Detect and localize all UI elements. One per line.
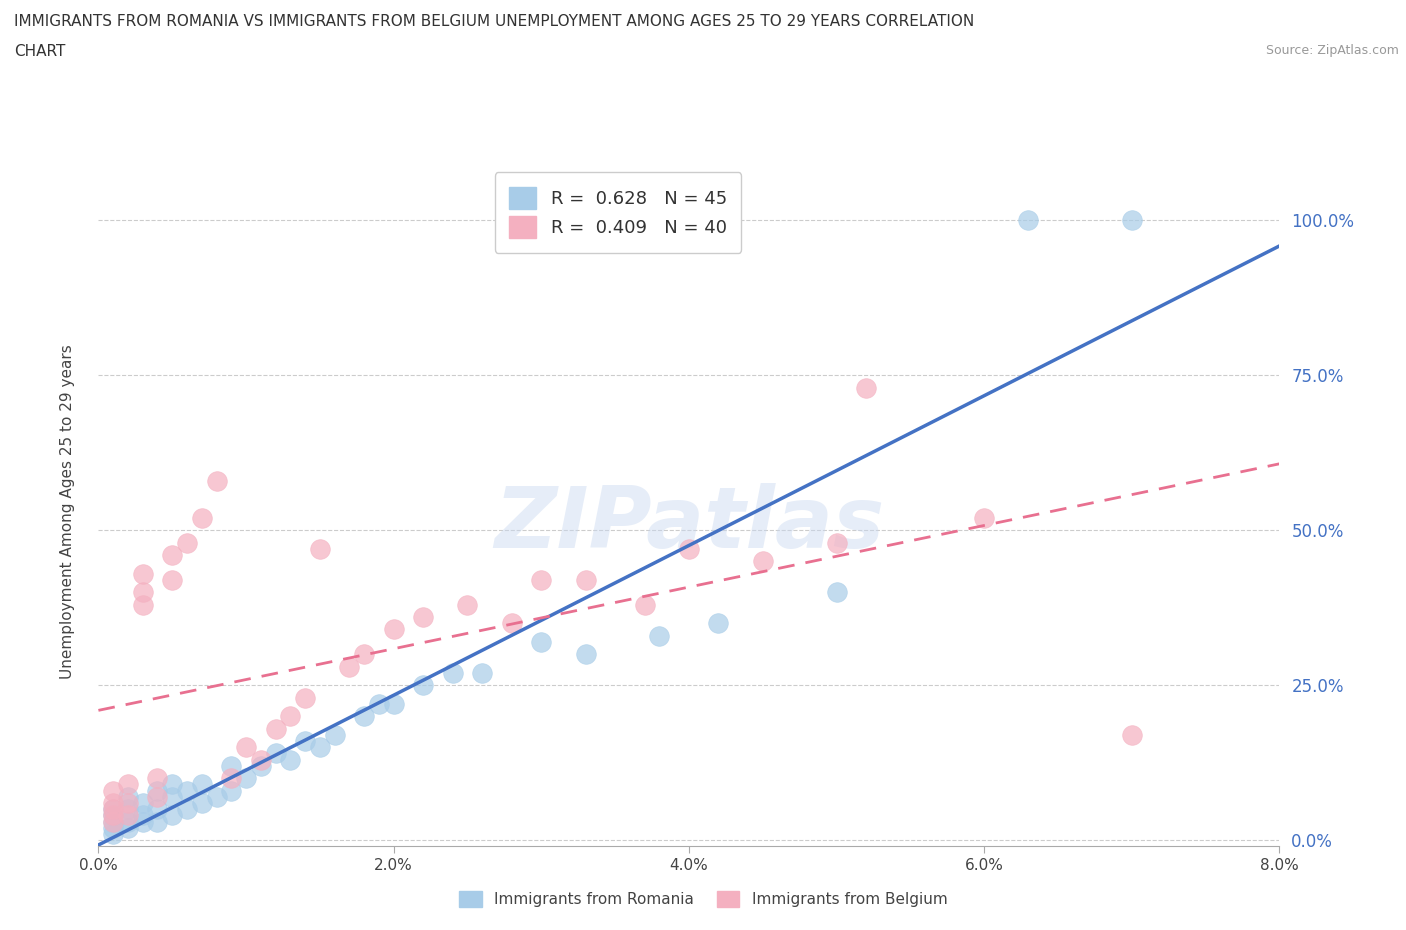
Point: [117, 795, 139, 810]
Point: [382, 697, 405, 711]
Point: [117, 802, 139, 817]
Point: [530, 572, 553, 587]
Point: [219, 783, 242, 798]
Point: [382, 622, 405, 637]
Point: [117, 808, 139, 823]
Text: IMMIGRANTS FROM ROMANIA VS IMMIGRANTS FROM BELGIUM UNEMPLOYMENT AMONG AGES 25 TO: IMMIGRANTS FROM ROMANIA VS IMMIGRANTS FR…: [14, 14, 974, 29]
Point: [103, 808, 125, 823]
Point: [103, 827, 125, 842]
Point: [825, 585, 848, 600]
Point: [294, 690, 316, 705]
Point: [278, 709, 302, 724]
Point: [146, 783, 169, 798]
Point: [707, 616, 730, 631]
Point: [103, 802, 125, 817]
Point: [162, 548, 183, 563]
Point: [191, 795, 214, 810]
Legend: Immigrants from Romania, Immigrants from Belgium: Immigrants from Romania, Immigrants from…: [453, 884, 953, 913]
Point: [117, 777, 139, 791]
Legend: R =  0.628   N = 45, R =  0.409   N = 40: R = 0.628 N = 45, R = 0.409 N = 40: [495, 172, 741, 253]
Point: [337, 659, 360, 674]
Point: [648, 628, 671, 643]
Point: [117, 820, 139, 835]
Point: [117, 790, 139, 804]
Point: [103, 783, 125, 798]
Point: [264, 721, 287, 736]
Point: [308, 541, 332, 556]
Point: [176, 535, 198, 550]
Point: [501, 616, 523, 631]
Point: [264, 746, 287, 761]
Point: [191, 777, 214, 791]
Point: [574, 646, 596, 661]
Point: [132, 597, 155, 612]
Text: Source: ZipAtlas.com: Source: ZipAtlas.com: [1265, 44, 1399, 57]
Point: [678, 541, 700, 556]
Point: [574, 572, 596, 587]
Point: [132, 808, 155, 823]
Point: [855, 380, 877, 395]
Point: [250, 758, 273, 773]
Point: [235, 739, 257, 754]
Point: [162, 808, 183, 823]
Point: [412, 678, 434, 693]
Point: [367, 697, 389, 711]
Point: [162, 777, 183, 791]
Point: [353, 646, 375, 661]
Point: [162, 572, 183, 587]
Point: [191, 511, 214, 525]
Point: [441, 665, 464, 680]
Point: [219, 771, 242, 786]
Point: [1121, 213, 1143, 228]
Point: [132, 585, 155, 600]
Point: [250, 752, 273, 767]
Point: [973, 511, 995, 525]
Point: [103, 814, 125, 829]
Point: [471, 665, 494, 680]
Point: [132, 566, 155, 581]
Point: [294, 734, 316, 749]
Point: [456, 597, 478, 612]
Point: [412, 609, 434, 624]
Point: [146, 814, 169, 829]
Point: [205, 473, 228, 488]
Point: [146, 771, 169, 786]
Point: [633, 597, 655, 612]
Point: [205, 790, 228, 804]
Point: [1017, 213, 1039, 228]
Point: [323, 727, 346, 742]
Y-axis label: Unemployment Among Ages 25 to 29 years: Unemployment Among Ages 25 to 29 years: [60, 344, 75, 679]
Point: [162, 790, 183, 804]
Point: [530, 634, 553, 649]
Point: [219, 758, 242, 773]
Point: [176, 802, 198, 817]
Point: [176, 783, 198, 798]
Point: [132, 814, 155, 829]
Point: [132, 795, 155, 810]
Point: [117, 814, 139, 829]
Point: [751, 553, 773, 568]
Point: [103, 795, 125, 810]
Text: CHART: CHART: [14, 44, 66, 59]
Point: [308, 739, 332, 754]
Point: [103, 820, 125, 835]
Point: [278, 752, 302, 767]
Point: [103, 808, 125, 823]
Point: [103, 814, 125, 829]
Text: ZIPatlas: ZIPatlas: [494, 484, 884, 566]
Point: [235, 771, 257, 786]
Point: [103, 802, 125, 817]
Point: [146, 802, 169, 817]
Point: [1121, 727, 1143, 742]
Point: [146, 790, 169, 804]
Point: [353, 709, 375, 724]
Point: [825, 535, 848, 550]
